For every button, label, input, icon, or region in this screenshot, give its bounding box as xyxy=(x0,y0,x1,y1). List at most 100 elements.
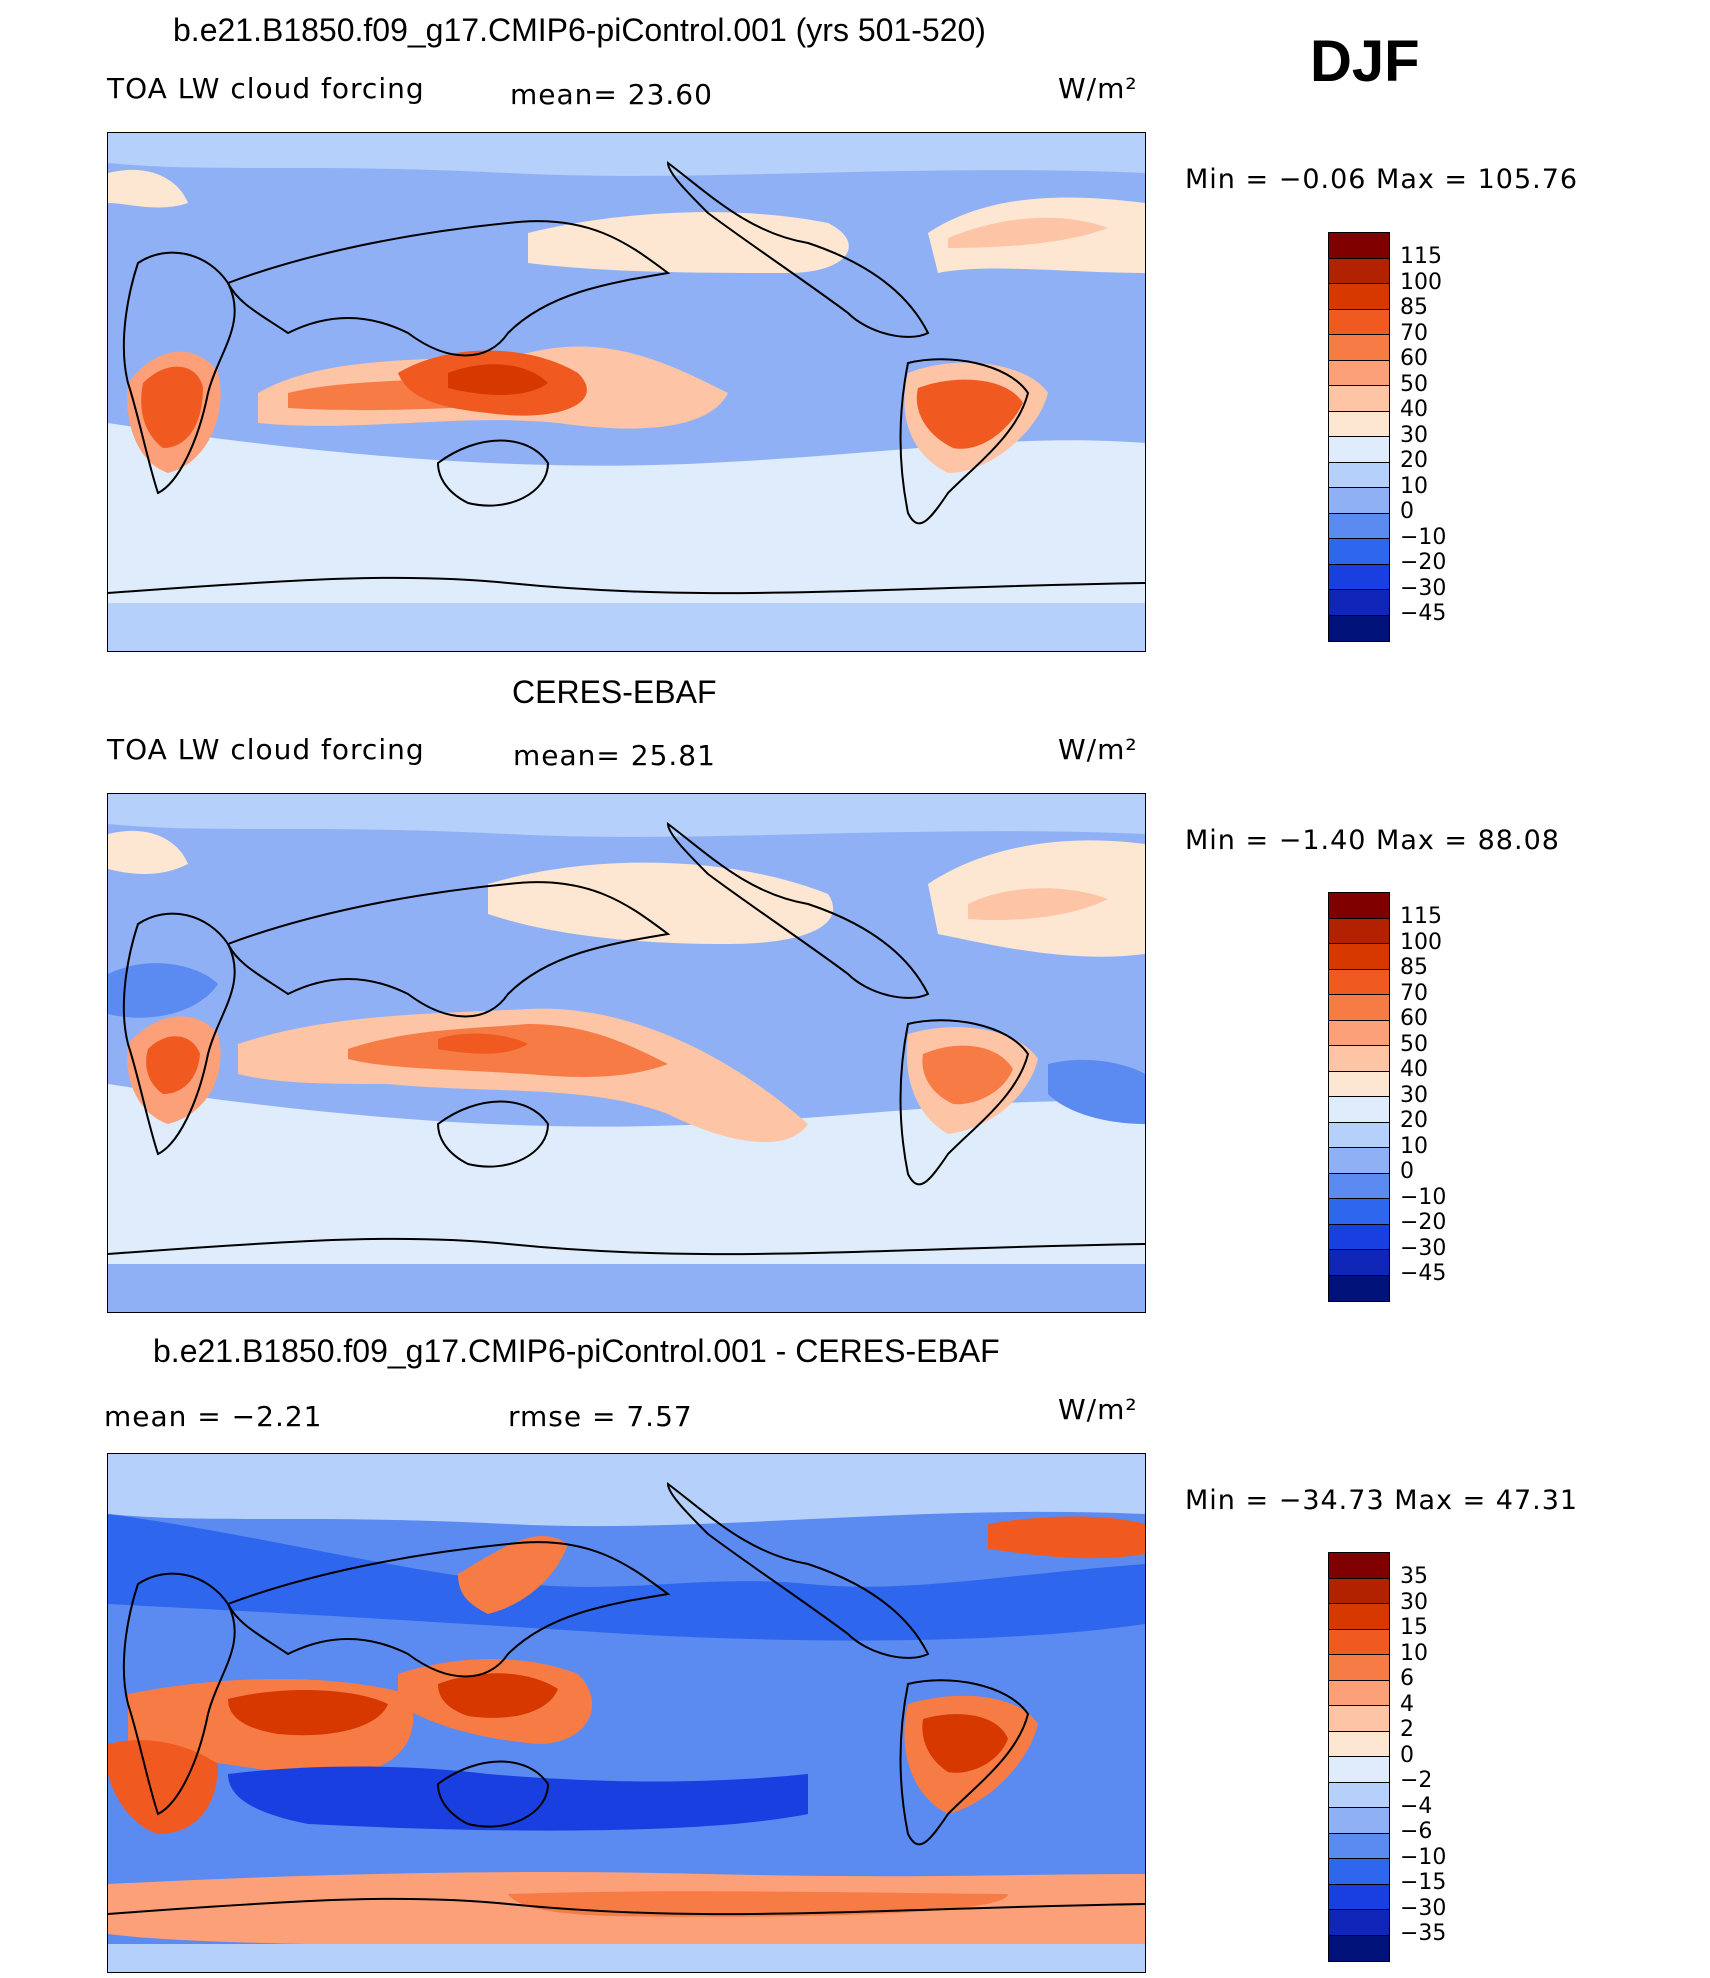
colorbar-tick-label: 35 xyxy=(1400,1564,1428,1589)
colorbar-tick-label: −30 xyxy=(1400,575,1447,601)
colorbar-tick-label: −2 xyxy=(1400,1768,1433,1793)
panel-3-colorbar xyxy=(1328,1552,1390,1962)
panel-2-mean-label: mean= 25.81 xyxy=(513,739,716,772)
colorbar-swatch xyxy=(1329,969,1389,995)
colorbar-swatch xyxy=(1329,1224,1389,1250)
colorbar-tick-label: 6 xyxy=(1400,1666,1414,1691)
colorbar-swatch xyxy=(1329,1706,1389,1732)
colorbar-swatch xyxy=(1329,1629,1389,1655)
colorbar-swatch xyxy=(1329,995,1389,1021)
colorbar-swatch xyxy=(1329,1199,1389,1225)
panel-2-colorbar-labels: 115 100 85 70 60 50 40 30 20 10 0 −10 −20 −30 −45 xyxy=(1400,904,1446,1287)
colorbar-swatch xyxy=(1329,411,1389,437)
colorbar-tick-label: 60 xyxy=(1400,1006,1428,1031)
colorbar-swatch xyxy=(1329,513,1389,539)
colorbar-tick-label: −6 xyxy=(1400,1819,1433,1844)
colorbar-swatch xyxy=(1329,437,1389,463)
colorbar-tick-label: 70 xyxy=(1400,980,1428,1006)
colorbar-tick-label: 30 xyxy=(1400,422,1428,448)
colorbar-tick-label: 50 xyxy=(1400,1031,1428,1057)
colorbar-swatch xyxy=(1329,1935,1389,1961)
colorbar-swatch xyxy=(1329,386,1389,412)
colorbar-tick-label: −30 xyxy=(1400,1235,1447,1261)
colorbar-swatch xyxy=(1329,233,1389,259)
colorbar-swatch xyxy=(1329,1808,1389,1834)
colorbar-tick-label: 40 xyxy=(1400,397,1428,422)
colorbar-swatch xyxy=(1329,488,1389,514)
colorbar-tick-label: 30 xyxy=(1400,1082,1428,1108)
colorbar-swatch xyxy=(1329,1148,1389,1174)
colorbar-swatch xyxy=(1329,462,1389,488)
panel-2-map xyxy=(107,793,1146,1313)
colorbar-tick-label: −45 xyxy=(1400,1261,1447,1286)
colorbar-tick-label: −15 xyxy=(1400,1870,1447,1895)
colorbar-tick-label: −10 xyxy=(1400,1844,1447,1870)
colorbar-swatch xyxy=(1329,1020,1389,1046)
panel-3-units: W/m² xyxy=(1058,1393,1138,1426)
panel-1-variable-label: TOA LW cloud forcing xyxy=(107,72,425,105)
panel-2-title: CERES-EBAF xyxy=(512,674,717,710)
panel-1-colorbar-labels: 115 100 85 70 60 50 40 30 20 10 0 −10 −20 −30 −45 xyxy=(1400,244,1446,627)
colorbar-swatch xyxy=(1329,1680,1389,1706)
colorbar-swatch xyxy=(1329,284,1389,310)
colorbar-tick-label: −30 xyxy=(1400,1895,1447,1921)
panel-3-title: b.e21.B1850.f09_g17.CMIP6-piControl.001 … xyxy=(153,1333,1000,1369)
colorbar-swatch xyxy=(1329,1122,1389,1148)
colorbar-swatch xyxy=(1329,918,1389,944)
panel-3-rmse-label: rmse = 7.57 xyxy=(508,1400,693,1433)
colorbar-swatch xyxy=(1329,539,1389,565)
colorbar-tick-label: 50 xyxy=(1400,371,1428,397)
colorbar-tick-label: 10 xyxy=(1400,1640,1428,1666)
colorbar-tick-label: 115 xyxy=(1400,244,1442,269)
colorbar-swatch xyxy=(1329,1250,1389,1276)
panel-1-colorbar xyxy=(1328,232,1390,642)
panel-3-min-max: Min = −34.73 Max = 47.31 xyxy=(1185,1485,1579,1516)
colorbar-tick-label: 15 xyxy=(1400,1615,1428,1640)
colorbar-tick-label: 30 xyxy=(1400,1589,1428,1615)
colorbar-swatch xyxy=(1329,1833,1389,1859)
panel-1-map xyxy=(107,132,1146,652)
colorbar-swatch xyxy=(1329,309,1389,335)
colorbar-swatch xyxy=(1329,1859,1389,1885)
panel-1-mean-label: mean= 23.60 xyxy=(510,78,713,111)
colorbar-swatch xyxy=(1329,1578,1389,1604)
colorbar-swatch xyxy=(1329,1173,1389,1199)
colorbar-tick-label: 85 xyxy=(1400,955,1428,980)
colorbar-tick-label: 100 xyxy=(1400,269,1442,295)
colorbar-swatch xyxy=(1329,1275,1389,1301)
colorbar-tick-label: 100 xyxy=(1400,929,1442,955)
panel-3-colorbar-labels: 35 30 15 10 6 4 2 0 −2 −4 −6 −10 −15 −30 −35 xyxy=(1400,1564,1446,1947)
panel-3-mean-label: mean = −2.21 xyxy=(104,1400,323,1433)
colorbar-tick-label: 20 xyxy=(1400,448,1428,473)
colorbar-tick-label: 2 xyxy=(1400,1717,1414,1742)
colorbar-tick-label: 0 xyxy=(1400,1742,1414,1768)
colorbar-swatch xyxy=(1329,1884,1389,1910)
colorbar-swatch xyxy=(1329,1097,1389,1123)
colorbar-swatch xyxy=(1329,1782,1389,1808)
colorbar-tick-label: 0 xyxy=(1400,1159,1414,1184)
colorbar-swatch xyxy=(1329,1046,1389,1072)
panel-3-map xyxy=(107,1453,1146,1973)
panel-1-units: W/m² xyxy=(1058,72,1138,105)
colorbar-tick-label: 60 xyxy=(1400,346,1428,371)
colorbar-swatch xyxy=(1329,1604,1389,1630)
colorbar-swatch xyxy=(1329,258,1389,284)
colorbar-swatch xyxy=(1329,1553,1389,1579)
colorbar-tick-label: 10 xyxy=(1400,473,1428,499)
colorbar-tick-label: 10 xyxy=(1400,1133,1428,1159)
colorbar-tick-label: −10 xyxy=(1400,1184,1447,1210)
colorbar-tick-label: 70 xyxy=(1400,320,1428,346)
colorbar-tick-label: −45 xyxy=(1400,601,1447,626)
colorbar-swatch xyxy=(1329,360,1389,386)
panel-2-colorbar xyxy=(1328,892,1390,1302)
colorbar-swatch xyxy=(1329,1071,1389,1097)
colorbar-swatch xyxy=(1329,335,1389,361)
panel-1-min-max: Min = −0.06 Max = 105.76 xyxy=(1185,164,1579,195)
colorbar-tick-label: −20 xyxy=(1400,550,1447,575)
colorbar-tick-label: −35 xyxy=(1400,1921,1447,1946)
colorbar-tick-label: −20 xyxy=(1400,1210,1447,1235)
colorbar-tick-label: −4 xyxy=(1400,1793,1433,1819)
colorbar-tick-label: 4 xyxy=(1400,1691,1414,1717)
colorbar-swatch xyxy=(1329,615,1389,641)
colorbar-tick-label: 0 xyxy=(1400,499,1414,524)
